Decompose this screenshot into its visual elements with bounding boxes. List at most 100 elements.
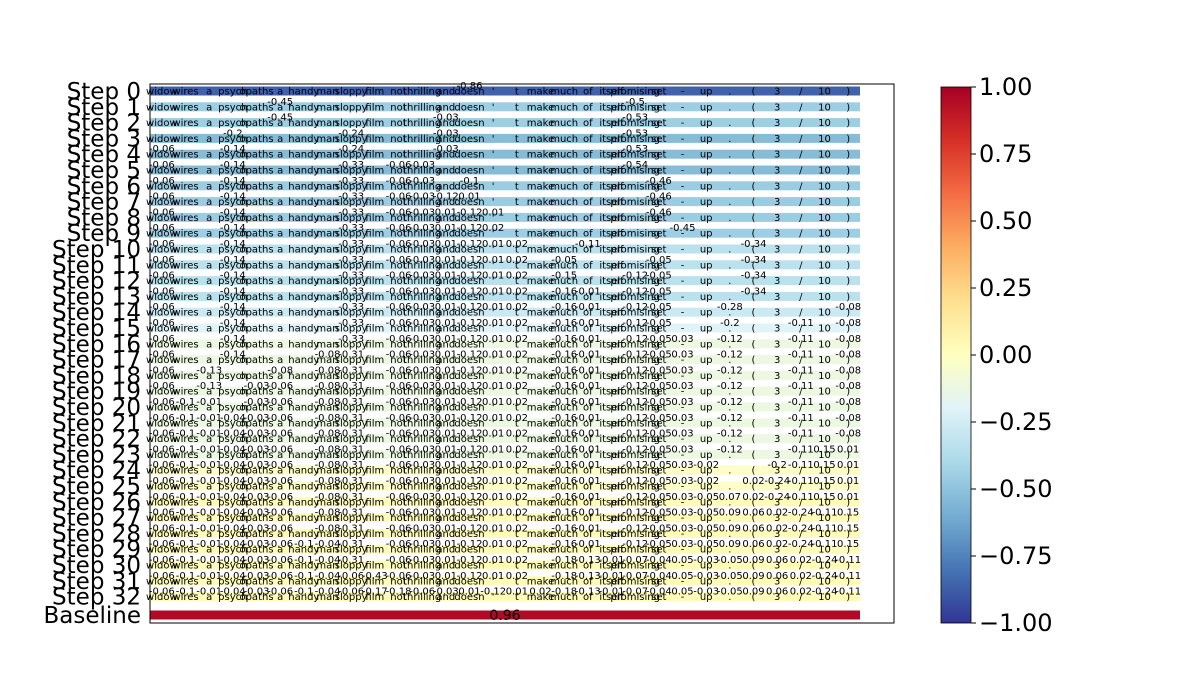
token-label: a [277, 561, 283, 572]
attribution-value: -0.05 [646, 302, 672, 313]
attribution-value: 0.01 [435, 318, 457, 329]
token-label: not [390, 561, 406, 572]
token-label: handy [288, 118, 319, 129]
attribution-value: -0.06 [149, 413, 175, 424]
token-label: ) [846, 245, 850, 256]
token-label: and [436, 292, 455, 303]
token-label: promising [610, 276, 660, 287]
token-label: a [277, 324, 283, 335]
attribution-value: -0.06 [149, 508, 175, 519]
token-label: much [550, 355, 578, 366]
attribution-value: -0.06 [149, 334, 175, 345]
attribution-value: -0.08 [835, 334, 861, 345]
token-label: and [436, 324, 455, 335]
token-label: a [277, 229, 283, 240]
attribution-value: -0.08 [315, 444, 341, 455]
attribution-value: -0.06 [149, 587, 175, 598]
token-label: handy [288, 450, 319, 461]
token-label: ( [752, 418, 756, 429]
token-label: much [550, 308, 578, 319]
token-label: much [550, 197, 578, 208]
token-label: make [527, 245, 554, 256]
token-label: and [436, 118, 455, 129]
attribution-value: -0.12 [457, 555, 483, 566]
token-label: of [583, 561, 593, 572]
token-label: man [316, 482, 338, 493]
token-label: widow [146, 497, 178, 508]
token-label: ) [846, 339, 850, 350]
colorbar-tick-label: 0.25 [979, 274, 1032, 302]
token-label: a [277, 197, 283, 208]
attribution-value: 0.01 [435, 239, 457, 250]
token-label: sloppy [335, 292, 368, 303]
attribution-value: -0.03 [409, 492, 435, 503]
attribution-value: -0.24 [788, 508, 814, 519]
attribution-value: 0.03 [671, 476, 693, 487]
token-label: thrilling [403, 482, 441, 493]
token-label: / [799, 229, 803, 240]
attribution-value: -0.12 [622, 381, 648, 392]
attribution-value: -0.13 [575, 555, 601, 566]
token-label: opaths [239, 308, 273, 319]
token-label: opaths [239, 576, 273, 587]
token-label: set [651, 213, 666, 224]
token-label: opaths [239, 434, 273, 445]
token-label: widow [146, 324, 178, 335]
token-label: / [799, 387, 803, 398]
token-label: itself [599, 339, 624, 350]
token-label: - [681, 102, 685, 113]
token-label: psych [218, 87, 247, 98]
token-label: set [651, 466, 666, 477]
attribution-value: -0.06 [267, 381, 293, 392]
attribution-value: 0.01 [482, 460, 504, 471]
token-label: not [390, 434, 406, 445]
token-label: much [550, 434, 578, 445]
attribution-value: -0.05 [693, 508, 719, 519]
attribution-value: -0.11 [788, 334, 814, 345]
token-label: thrilling [403, 387, 441, 398]
step-bar [150, 102, 860, 112]
attribution-value: 0.02 [506, 523, 528, 534]
token-label: a [277, 513, 283, 524]
token-label: . [728, 308, 731, 319]
token-label: psych [218, 403, 247, 414]
token-label: sloppy [335, 513, 368, 524]
token-label: opaths [239, 118, 273, 129]
attribution-value: -0.11 [835, 555, 861, 566]
attribution-value: 0.02 [506, 365, 528, 376]
token-label: t [515, 434, 519, 445]
attribution-value: -0.03 [409, 413, 435, 424]
token-label: wires [172, 339, 198, 350]
attribution-value: -0.05 [646, 318, 672, 329]
token-label: doesn [454, 308, 484, 319]
token-label: doesn [454, 87, 484, 98]
attribution-value: 0.03 [671, 381, 693, 392]
token-label: ( [752, 166, 756, 177]
token-label: wires [172, 245, 198, 256]
token-label: opaths [239, 292, 273, 303]
token-label: opaths [239, 260, 273, 271]
token-label: not [390, 545, 406, 556]
token-label: a [206, 371, 212, 382]
token-label: itself [599, 529, 624, 540]
attribution-value: -0.1 [176, 413, 196, 424]
token-label: t [515, 513, 519, 524]
token-label: / [799, 245, 803, 256]
attribution-value: 0.09 [742, 571, 764, 582]
token-label: make [527, 450, 554, 461]
token-label: make [527, 181, 554, 192]
token-label: opaths [239, 102, 273, 113]
attribution-value: -0.01 [599, 555, 625, 566]
attribution-value: 0.01 [435, 571, 457, 582]
token-label: film [365, 213, 384, 224]
token-label: up [700, 497, 713, 508]
row-label: Step 28 [52, 521, 141, 547]
token-label: ' [492, 576, 495, 587]
attribution-value: -0.12 [622, 492, 648, 503]
token-label: t [515, 482, 519, 493]
attribution-value: 0.02 [506, 302, 528, 313]
token-label: . [728, 371, 731, 382]
token-label: not [390, 260, 406, 271]
token-label: up [700, 197, 713, 208]
